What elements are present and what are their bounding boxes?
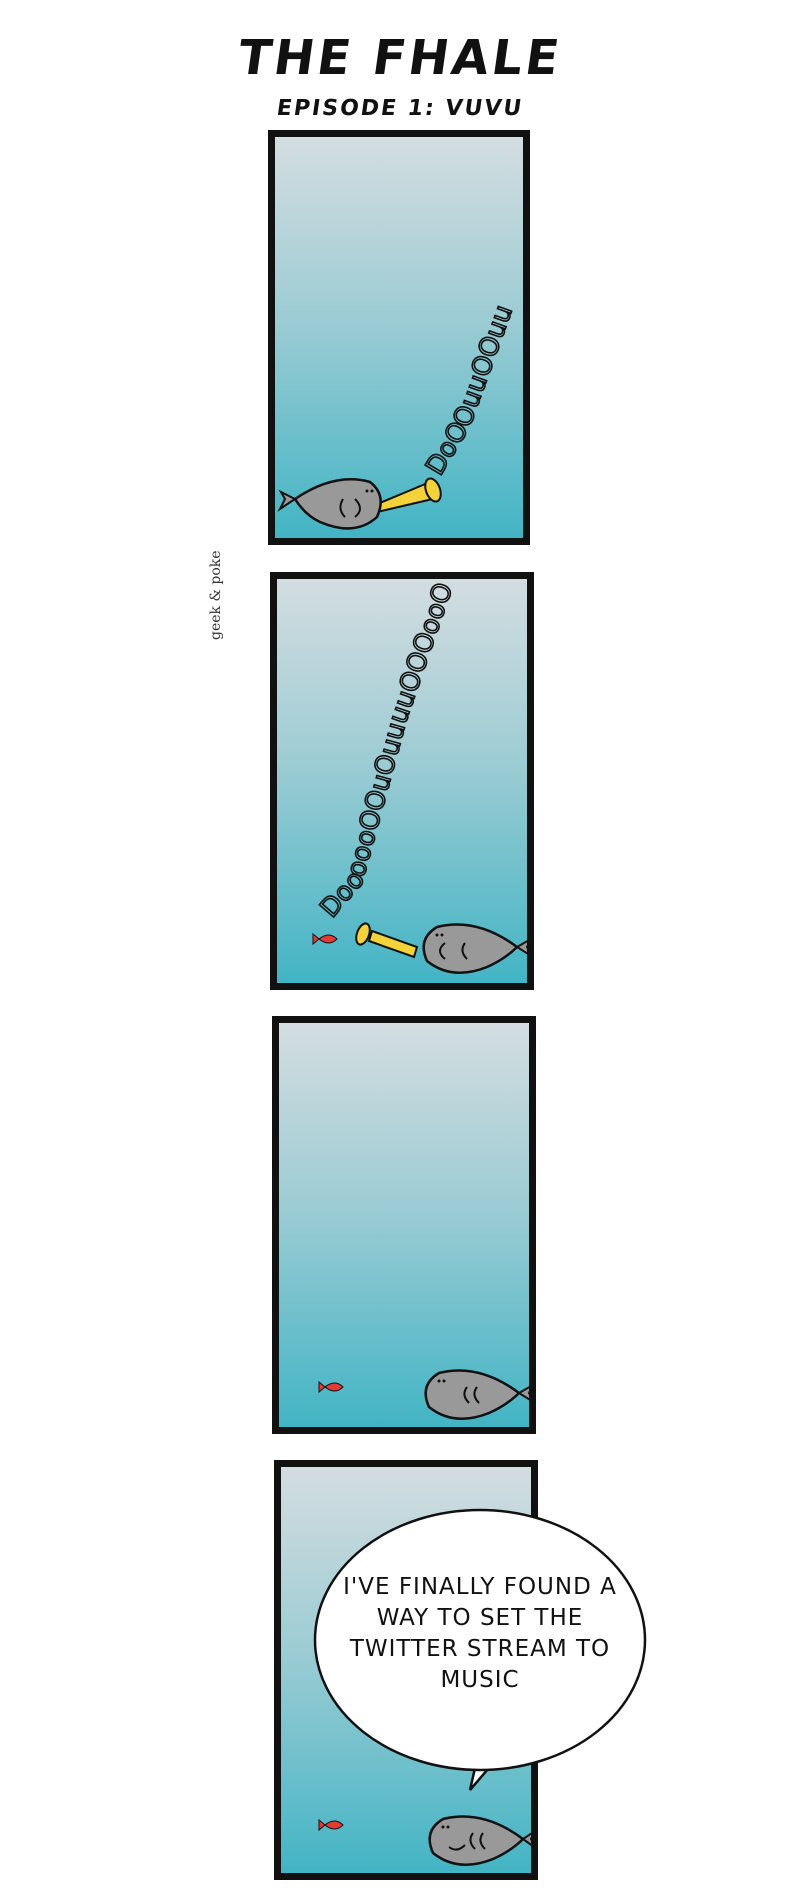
fhale-fish-icon <box>428 1815 531 1866</box>
comic-panel-2: DoooooOOuOuuuuOOOooOOooVUVU <box>270 572 534 990</box>
artist-credit: geek & poke <box>208 550 224 640</box>
speech-bubble-text: I'VE FINALLY FOUND A WAY TO SET THE TWIT… <box>343 1574 617 1693</box>
fhale-fish-icon <box>422 923 527 974</box>
comic-panel-1: DoOOuuOOuuuOOuuuOOooOOo <box>268 130 530 545</box>
vuvuzela-sound-text: DoooooOOuOuuuuOOOooOOooVUVU <box>277 579 459 924</box>
panel-1-scene: DoOOuuOOuuuOOuuuOOooOOo <box>275 137 520 530</box>
vuvuzela-icon <box>373 477 442 514</box>
vuvuzela-icon <box>355 922 419 959</box>
fhale-fish-icon <box>277 478 382 530</box>
small-red-fish-icon <box>312 932 338 946</box>
fhale-fish-icon <box>424 1369 529 1420</box>
comic-title: THE FHALE <box>234 30 566 86</box>
comic-subtitle: EPISODE 1: VUVU <box>275 96 525 121</box>
small-red-fish-icon <box>318 1380 344 1394</box>
small-red-fish-icon <box>318 1818 344 1832</box>
panel-3-scene <box>318 1369 529 1420</box>
panel-2-scene: DoooooOOuOuuuuOOOooOOooVUVU <box>277 579 527 974</box>
vuvuzela-sound-text: DoOOuuOOuuuOOuuuOOooOOo <box>275 137 519 481</box>
comic-panel-3 <box>272 1016 536 1434</box>
panel-4-scene <box>318 1815 531 1866</box>
